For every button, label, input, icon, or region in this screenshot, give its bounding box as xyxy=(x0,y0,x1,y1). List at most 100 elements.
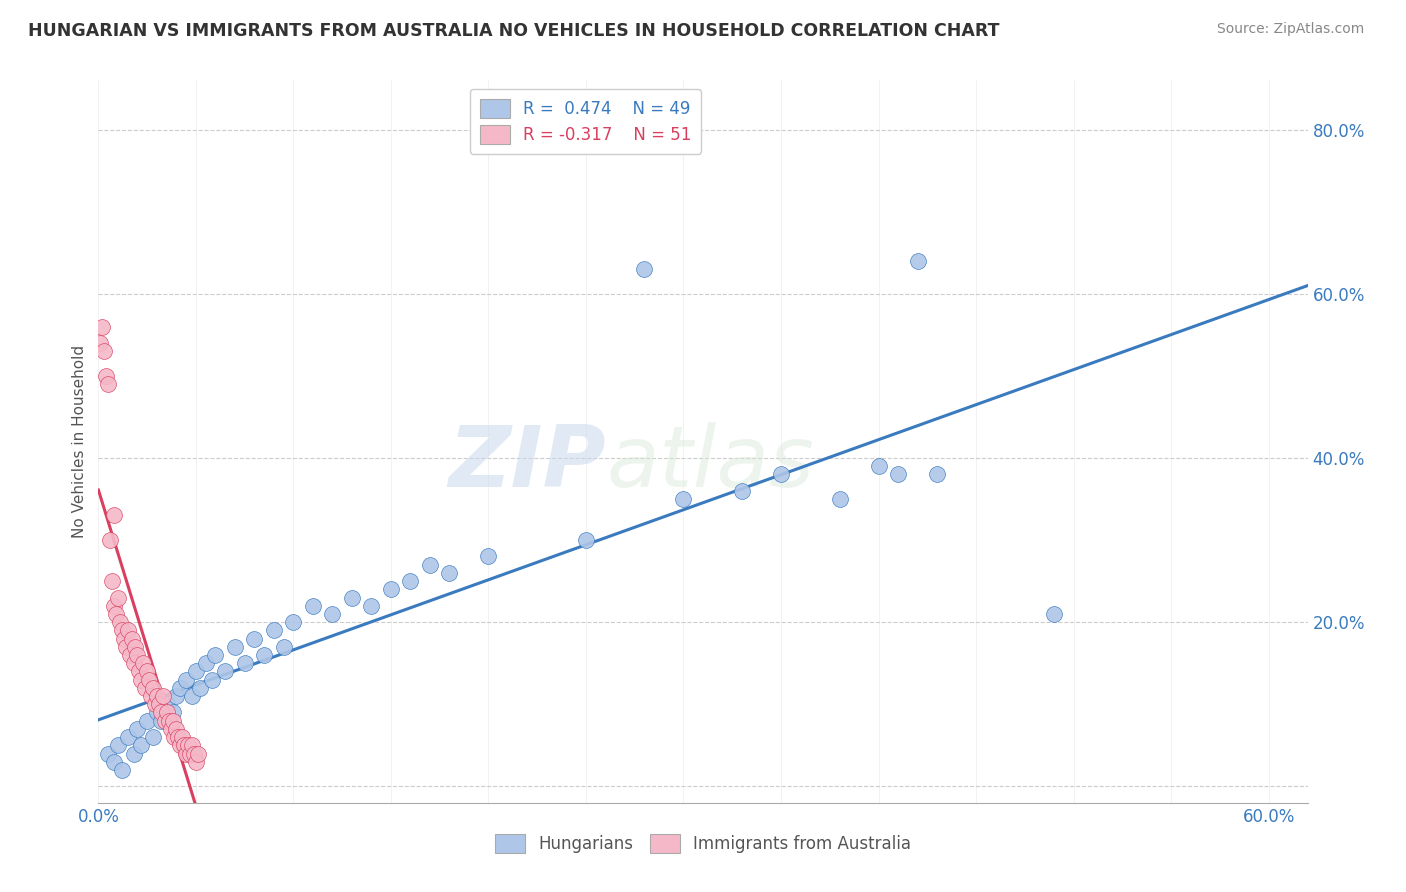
Point xyxy=(167,730,190,744)
Point xyxy=(128,665,150,679)
Point xyxy=(148,698,170,712)
Point xyxy=(214,665,236,679)
Point xyxy=(169,681,191,695)
Point xyxy=(283,615,305,630)
Point xyxy=(233,657,256,671)
Point xyxy=(98,533,121,547)
Point xyxy=(672,491,695,506)
Point xyxy=(439,566,461,580)
Point xyxy=(253,648,276,662)
Point xyxy=(188,681,211,695)
Point xyxy=(179,747,201,761)
Point xyxy=(868,459,890,474)
Point xyxy=(101,574,124,588)
Point xyxy=(204,648,226,662)
Point xyxy=(181,689,204,703)
Point xyxy=(1043,607,1066,621)
Point xyxy=(162,714,184,728)
Point xyxy=(146,689,169,703)
Point xyxy=(828,491,851,506)
Point xyxy=(142,730,165,744)
Point xyxy=(91,319,114,334)
Point xyxy=(321,607,343,621)
Point xyxy=(149,706,172,720)
Point xyxy=(156,706,179,720)
Point xyxy=(112,632,135,646)
Point xyxy=(131,739,153,753)
Point xyxy=(302,599,325,613)
Y-axis label: No Vehicles in Household: No Vehicles in Household xyxy=(72,345,87,538)
Point xyxy=(149,714,172,728)
Point xyxy=(263,624,285,638)
Point xyxy=(114,640,136,654)
Point xyxy=(103,755,125,769)
Point xyxy=(124,640,146,654)
Point xyxy=(121,632,143,646)
Point xyxy=(224,640,246,654)
Text: ZIP: ZIP xyxy=(449,422,606,505)
Point xyxy=(174,673,197,687)
Point xyxy=(157,714,180,728)
Point xyxy=(152,689,174,703)
Point xyxy=(162,706,184,720)
Point xyxy=(184,665,207,679)
Point xyxy=(103,599,125,613)
Point xyxy=(187,747,209,761)
Point xyxy=(134,681,156,695)
Point xyxy=(174,747,197,761)
Point xyxy=(633,262,655,277)
Legend: Hungarians, Immigrants from Australia: Hungarians, Immigrants from Australia xyxy=(488,827,918,860)
Point xyxy=(104,607,127,621)
Point xyxy=(769,467,792,482)
Point xyxy=(111,763,134,777)
Point xyxy=(165,689,187,703)
Point xyxy=(97,377,120,392)
Point xyxy=(731,483,754,498)
Point xyxy=(156,698,179,712)
Point xyxy=(163,730,186,744)
Point xyxy=(136,714,159,728)
Point xyxy=(117,730,139,744)
Point xyxy=(159,722,181,736)
Point xyxy=(139,689,162,703)
Point xyxy=(111,624,134,638)
Point xyxy=(96,368,118,383)
Point xyxy=(118,648,141,662)
Point xyxy=(575,533,598,547)
Point xyxy=(419,558,441,572)
Point xyxy=(122,747,145,761)
Point xyxy=(107,591,129,605)
Point xyxy=(243,632,266,646)
Point xyxy=(194,657,217,671)
Point xyxy=(143,698,166,712)
Point xyxy=(103,508,125,523)
Point xyxy=(131,673,153,687)
Point xyxy=(200,673,222,687)
Point xyxy=(165,722,187,736)
Point xyxy=(153,714,176,728)
Point xyxy=(380,582,402,597)
Point xyxy=(142,681,165,695)
Text: Source: ZipAtlas.com: Source: ZipAtlas.com xyxy=(1216,22,1364,37)
Point xyxy=(184,755,207,769)
Point xyxy=(107,739,129,753)
Point xyxy=(177,739,200,753)
Point xyxy=(399,574,422,588)
Point xyxy=(340,591,363,605)
Point xyxy=(172,730,194,744)
Point xyxy=(89,336,111,351)
Point xyxy=(117,624,139,638)
Point xyxy=(360,599,382,613)
Point xyxy=(907,253,929,268)
Text: atlas: atlas xyxy=(606,422,814,505)
Point xyxy=(925,467,948,482)
Point xyxy=(93,344,115,359)
Point xyxy=(181,739,204,753)
Point xyxy=(887,467,910,482)
Point xyxy=(173,739,195,753)
Point xyxy=(122,657,145,671)
Point xyxy=(108,615,131,630)
Point xyxy=(183,747,205,761)
Point xyxy=(127,722,149,736)
Text: HUNGARIAN VS IMMIGRANTS FROM AUSTRALIA NO VEHICLES IN HOUSEHOLD CORRELATION CHAR: HUNGARIAN VS IMMIGRANTS FROM AUSTRALIA N… xyxy=(28,22,1000,40)
